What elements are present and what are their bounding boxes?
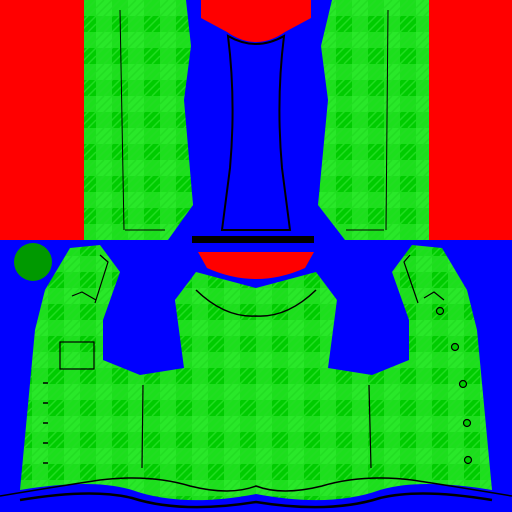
crest-badge [14,243,52,281]
right-sleeve-panel [318,0,429,240]
back-collar-line [195,289,317,317]
button-1 [435,306,445,316]
collar-top-red [201,0,311,42]
right-sleeve-seam-1 [385,9,389,231]
neck-band [198,252,314,279]
left-sleeve-red-block [0,0,84,240]
button-3 [458,379,468,389]
shirt-body [20,245,492,501]
right-collar-flap [423,291,445,301]
button-4 [462,418,472,428]
right-side-seam [368,384,372,469]
hem-line-2 [0,477,512,497]
collar-band [192,236,314,243]
right-sleeve-red-block [429,0,512,240]
placket-buttons [435,306,473,465]
left-collar-flap [71,291,97,301]
chest-pocket [59,341,95,370]
collar-strip [220,34,292,231]
left-sleeve-panel [84,0,193,240]
button-5 [463,455,473,465]
left-shoulder-seam [94,254,109,304]
hem-line-1 [19,492,493,509]
left-side-seam [141,384,144,469]
right-shoulder-seam [403,254,419,304]
left-sleeve-seam-1 [119,9,125,231]
hem-stitches [43,382,48,464]
button-2 [450,342,460,352]
